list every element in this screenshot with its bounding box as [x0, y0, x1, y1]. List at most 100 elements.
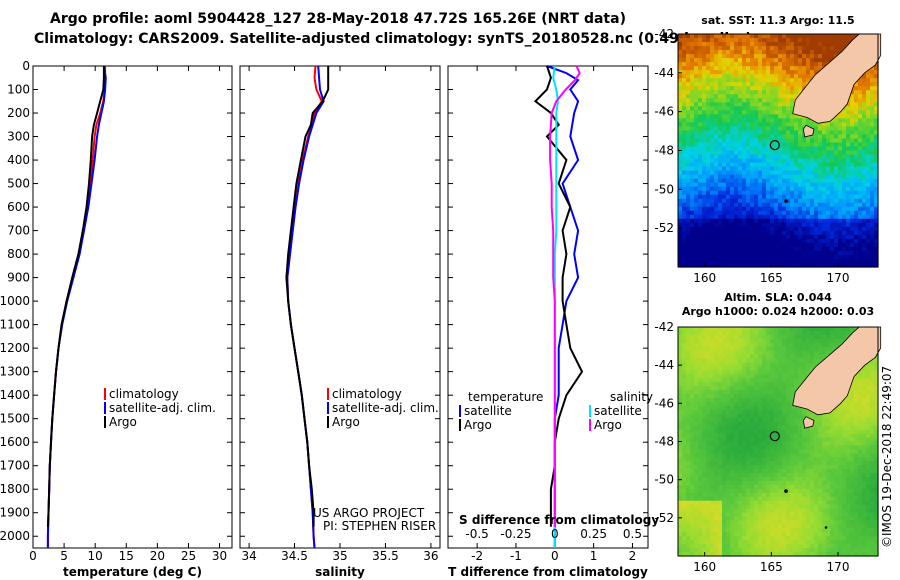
map-cell [678, 98, 683, 103]
map-cell [746, 378, 751, 383]
map-cell [742, 421, 747, 427]
map-cell [734, 194, 739, 200]
map-cell [854, 218, 859, 224]
map-cell [834, 122, 839, 127]
map-cell [750, 366, 755, 372]
map-cell [746, 250, 751, 256]
map-cell [726, 417, 731, 423]
map-cell [846, 198, 851, 204]
map-cell [698, 206, 703, 212]
map-cell [738, 417, 743, 423]
map-cell [818, 234, 823, 240]
map-cell [830, 441, 835, 447]
map-cell [722, 222, 727, 228]
map-cell [810, 445, 815, 450]
map-cell [778, 425, 783, 431]
map-cell [874, 433, 879, 439]
map-cell [686, 182, 691, 188]
map-cell [774, 254, 779, 260]
map-cell [802, 182, 807, 188]
map-cell [746, 70, 751, 75]
map-cell [762, 409, 767, 415]
map-cell [734, 218, 739, 224]
map-cell [770, 86, 775, 91]
map-cell [702, 138, 707, 144]
map-cell [710, 327, 715, 332]
map-cell [874, 110, 879, 115]
map-cell [822, 445, 827, 450]
map-cell [698, 453, 703, 458]
map-cell [714, 338, 719, 344]
map-cell [690, 254, 695, 260]
map-cell [722, 94, 727, 99]
map-cell [706, 327, 711, 332]
map-cell [854, 374, 859, 379]
map-cell [802, 138, 807, 144]
map-cell [774, 226, 779, 232]
map-cell [750, 34, 755, 39]
map-cell [850, 94, 855, 99]
map-cell [758, 250, 763, 256]
map-cell [678, 238, 683, 244]
map-cell [718, 441, 723, 447]
map-cell [858, 222, 863, 228]
map-cell [766, 162, 771, 168]
map-cell [722, 102, 727, 107]
map-cell [782, 417, 787, 423]
map-cell [830, 226, 835, 232]
map-cell [726, 358, 731, 364]
map-cell [686, 190, 691, 196]
map-cell [686, 38, 691, 43]
map-cell [754, 138, 759, 144]
map-cell [786, 82, 791, 87]
map-cell [874, 146, 879, 152]
map-cell [718, 370, 723, 375]
map-cell [814, 246, 819, 252]
map-cell [718, 134, 723, 140]
map-cell [758, 90, 763, 95]
map-cell [694, 453, 699, 458]
map-cell [862, 162, 867, 168]
map-cell [838, 429, 843, 435]
map-cell [790, 54, 795, 59]
map-cell [854, 210, 859, 216]
map-cell [762, 38, 767, 43]
map-cell [810, 214, 815, 220]
map-cell [698, 433, 703, 439]
map-cell [694, 230, 699, 236]
map-cell [718, 390, 723, 395]
map-cell [774, 258, 779, 264]
map-cell [682, 62, 687, 67]
map-cell [842, 142, 847, 148]
map-cell [682, 238, 687, 244]
map-cell [838, 190, 843, 196]
map-cell [846, 238, 851, 244]
map-cell [830, 134, 835, 140]
map-cell [766, 425, 771, 431]
map-cell [686, 198, 691, 204]
map-cell [698, 330, 703, 336]
map-cell [838, 433, 843, 439]
map-cell [842, 170, 847, 176]
map-cell [874, 150, 879, 156]
map-cell [694, 190, 699, 196]
map-cell [806, 54, 811, 59]
map-cell [742, 94, 747, 99]
map-cell [802, 354, 807, 360]
map-cell [738, 382, 743, 387]
map-cell [734, 114, 739, 119]
map-cell [826, 218, 831, 224]
map-cell [846, 417, 851, 423]
map-cell [782, 170, 787, 176]
map-cell [834, 186, 839, 192]
map-cell [842, 38, 847, 43]
map-cell [738, 230, 743, 236]
map-cell [758, 429, 763, 435]
map-cell [786, 210, 791, 216]
map-cell [850, 174, 855, 180]
map-cell [870, 122, 875, 127]
map-cell [702, 58, 707, 63]
map-cell [714, 238, 719, 244]
map-cell [746, 122, 751, 127]
map-cell [834, 42, 839, 47]
